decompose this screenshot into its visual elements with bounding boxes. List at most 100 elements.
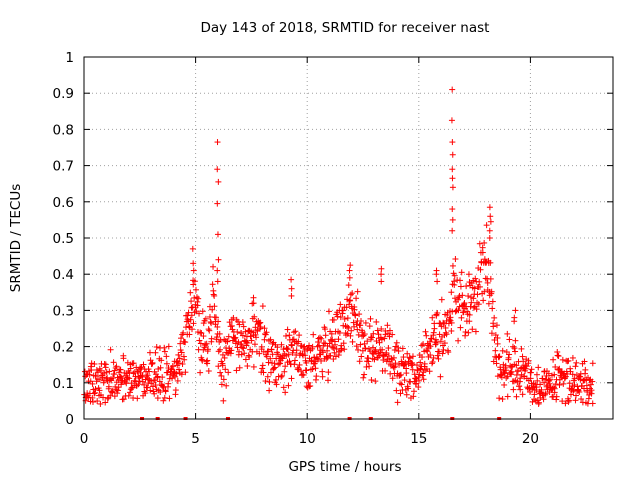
data-point — [251, 313, 258, 320]
data-point — [398, 381, 405, 388]
spike-point — [215, 256, 222, 263]
data-point — [185, 309, 192, 316]
spike-point — [434, 278, 441, 285]
data-point — [475, 301, 482, 308]
data-point — [101, 370, 108, 377]
data-point — [550, 384, 557, 391]
data-point — [472, 328, 479, 335]
data-point — [537, 381, 544, 388]
data-point — [364, 338, 371, 345]
data-point — [349, 290, 356, 297]
spike-point — [449, 86, 456, 93]
data-point — [401, 377, 408, 384]
data-point — [151, 390, 158, 397]
data-point — [153, 343, 160, 350]
data-point — [109, 387, 116, 394]
data-point — [256, 350, 263, 357]
data-point — [347, 297, 354, 304]
data-point — [146, 368, 153, 375]
data-point — [268, 346, 275, 353]
data-point — [429, 314, 436, 321]
data-point — [510, 386, 517, 393]
data-point — [539, 375, 546, 382]
data-point — [413, 362, 420, 369]
data-point — [282, 363, 289, 370]
data-point — [206, 327, 213, 334]
data-point — [457, 283, 464, 290]
data-point — [440, 319, 447, 326]
data-point — [267, 336, 274, 343]
data-point — [538, 386, 545, 393]
data-point — [488, 288, 495, 295]
data-point — [421, 360, 428, 367]
data-point — [491, 336, 498, 343]
data-point — [178, 335, 185, 342]
data-point — [319, 373, 326, 380]
data-point — [365, 358, 372, 365]
data-point — [397, 390, 404, 397]
data-point — [349, 338, 356, 345]
data-point — [426, 338, 433, 345]
data-point — [566, 380, 573, 387]
spike-point — [378, 278, 385, 285]
data-point — [405, 385, 412, 392]
data-point — [336, 329, 343, 336]
data-point — [499, 347, 506, 354]
data-point — [565, 357, 572, 364]
data-point — [399, 345, 406, 352]
spike-point — [486, 227, 493, 234]
data-point — [269, 340, 276, 347]
data-point — [172, 373, 179, 380]
data-point — [92, 373, 99, 380]
data-point — [269, 351, 276, 358]
data-point — [525, 357, 532, 364]
data-point — [423, 332, 430, 339]
data-point — [195, 295, 202, 302]
data-point — [331, 349, 338, 356]
data-point — [104, 395, 111, 402]
data-point — [188, 298, 195, 305]
data-point — [278, 341, 285, 348]
data-point — [416, 371, 423, 378]
data-point — [409, 366, 416, 373]
data-point — [390, 364, 397, 371]
spike-point — [487, 218, 494, 225]
data-point — [348, 327, 355, 334]
data-point — [578, 395, 585, 402]
spike-point — [250, 294, 257, 301]
data-point — [259, 303, 266, 310]
data-point — [496, 395, 503, 402]
data-point — [305, 379, 312, 386]
data-point — [504, 373, 511, 380]
data-point — [233, 367, 240, 374]
data-point — [569, 371, 576, 378]
data-point — [293, 347, 300, 354]
data-point — [108, 388, 115, 395]
data-point — [264, 373, 271, 380]
data-point — [320, 340, 327, 347]
data-point — [474, 291, 481, 298]
data-point — [261, 336, 268, 343]
data-point — [481, 288, 488, 295]
data-point — [224, 338, 231, 345]
data-point — [266, 378, 273, 385]
data-point — [270, 365, 277, 372]
data-point — [427, 352, 434, 359]
data-point — [580, 385, 587, 392]
data-point — [383, 349, 390, 356]
data-point — [489, 305, 496, 312]
data-point — [488, 330, 495, 337]
data-points-layer — [81, 86, 596, 420]
data-point — [556, 365, 563, 372]
data-point — [366, 323, 373, 330]
data-point — [209, 281, 216, 288]
data-point — [588, 390, 595, 397]
data-point — [298, 368, 305, 375]
data-point — [394, 399, 401, 406]
data-point — [91, 390, 98, 397]
data-point — [190, 320, 197, 327]
data-point — [222, 366, 229, 373]
data-point — [535, 364, 542, 371]
data-point — [429, 360, 436, 367]
data-point — [516, 383, 523, 390]
